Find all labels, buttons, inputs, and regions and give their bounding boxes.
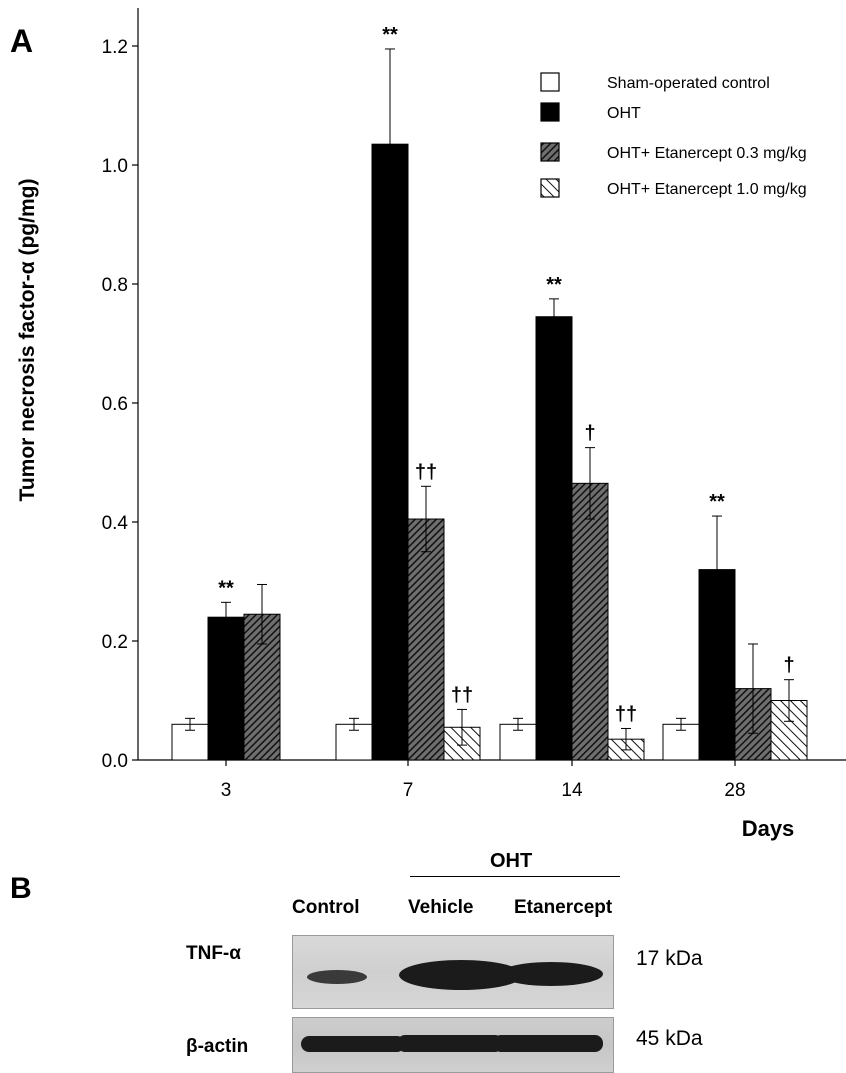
tnf-alpha-bar-chart: A Tumor necrosis factor-α (pg/mg) Days 0… [10, 8, 846, 841]
significance-mark: †† [415, 461, 437, 483]
y-tick-label: 0.8 [102, 275, 128, 296]
actin-band-vehicle [397, 1035, 503, 1052]
legend-swatch [540, 142, 560, 162]
actin-blot [292, 1017, 614, 1073]
significance-mark: ** [546, 274, 562, 296]
legend-label: Sham-operated control [607, 75, 770, 92]
significance-mark: †† [451, 684, 473, 706]
legend-label: OHT [607, 105, 641, 122]
x-tick-label: 28 [724, 780, 745, 801]
row-label-tnf: TNF-α [186, 943, 241, 964]
bar [571, 482, 609, 761]
panel-b-label: B [10, 872, 32, 905]
actin-band-control [301, 1036, 405, 1052]
tnf-blot [292, 935, 614, 1009]
oht-group-label: OHT [490, 850, 533, 872]
tnf-band-etanercept [499, 962, 603, 986]
legend-swatch [540, 102, 560, 122]
actin-size-label: 45 kDa [636, 1027, 703, 1050]
y-tick-label: 0.4 [102, 513, 129, 534]
bar [535, 316, 573, 761]
oht-group-line [410, 876, 620, 877]
y-tick-label: 1.2 [102, 37, 128, 58]
chart-legend: Sham-operated control OHT OHT+ Etanercept … [540, 72, 807, 198]
x-tick-label: 14 [561, 780, 583, 801]
lane-label-etanercept: Etanercept [514, 897, 613, 918]
significance-mark: †† [615, 703, 637, 725]
x-tick-label: 7 [403, 780, 414, 801]
bar [407, 518, 445, 761]
tnf-band-control [307, 970, 367, 984]
y-axis-title: Tumor necrosis factor-α (pg/mg) [16, 179, 39, 502]
significance-mark: ** [218, 577, 234, 599]
significance-mark: † [584, 423, 595, 445]
bar [371, 143, 409, 761]
significance-mark: ** [382, 24, 398, 46]
lane-label-control: Control [292, 897, 360, 918]
actin-band-etanercept [493, 1035, 603, 1052]
y-tick-label: 0.0 [102, 751, 128, 772]
bar [698, 569, 736, 761]
x-tick-label: 3 [221, 780, 232, 801]
row-label-actin: β-actin [186, 1036, 249, 1057]
y-tick-label: 1.0 [102, 156, 128, 177]
legend-label: OHT+ Etanercept 0.3 mg/kg [607, 145, 807, 162]
bar [207, 616, 245, 761]
lane-label-vehicle: Vehicle [408, 897, 474, 918]
legend-label: OHT+ Etanercept 1.0 mg/kg [607, 181, 807, 198]
significance-mark: ** [709, 491, 725, 513]
legend-swatch [540, 178, 560, 198]
legend-swatch [540, 72, 560, 92]
panel-a-label: A [10, 23, 33, 59]
y-tick-label: 0.2 [102, 632, 128, 653]
x-axis-title: Days [742, 816, 795, 841]
y-tick-label: 0.6 [102, 394, 128, 415]
significance-mark: † [783, 655, 794, 677]
chart-bars: ****††††**†††**† [171, 24, 808, 761]
tnf-size-label: 17 kDa [636, 947, 703, 970]
